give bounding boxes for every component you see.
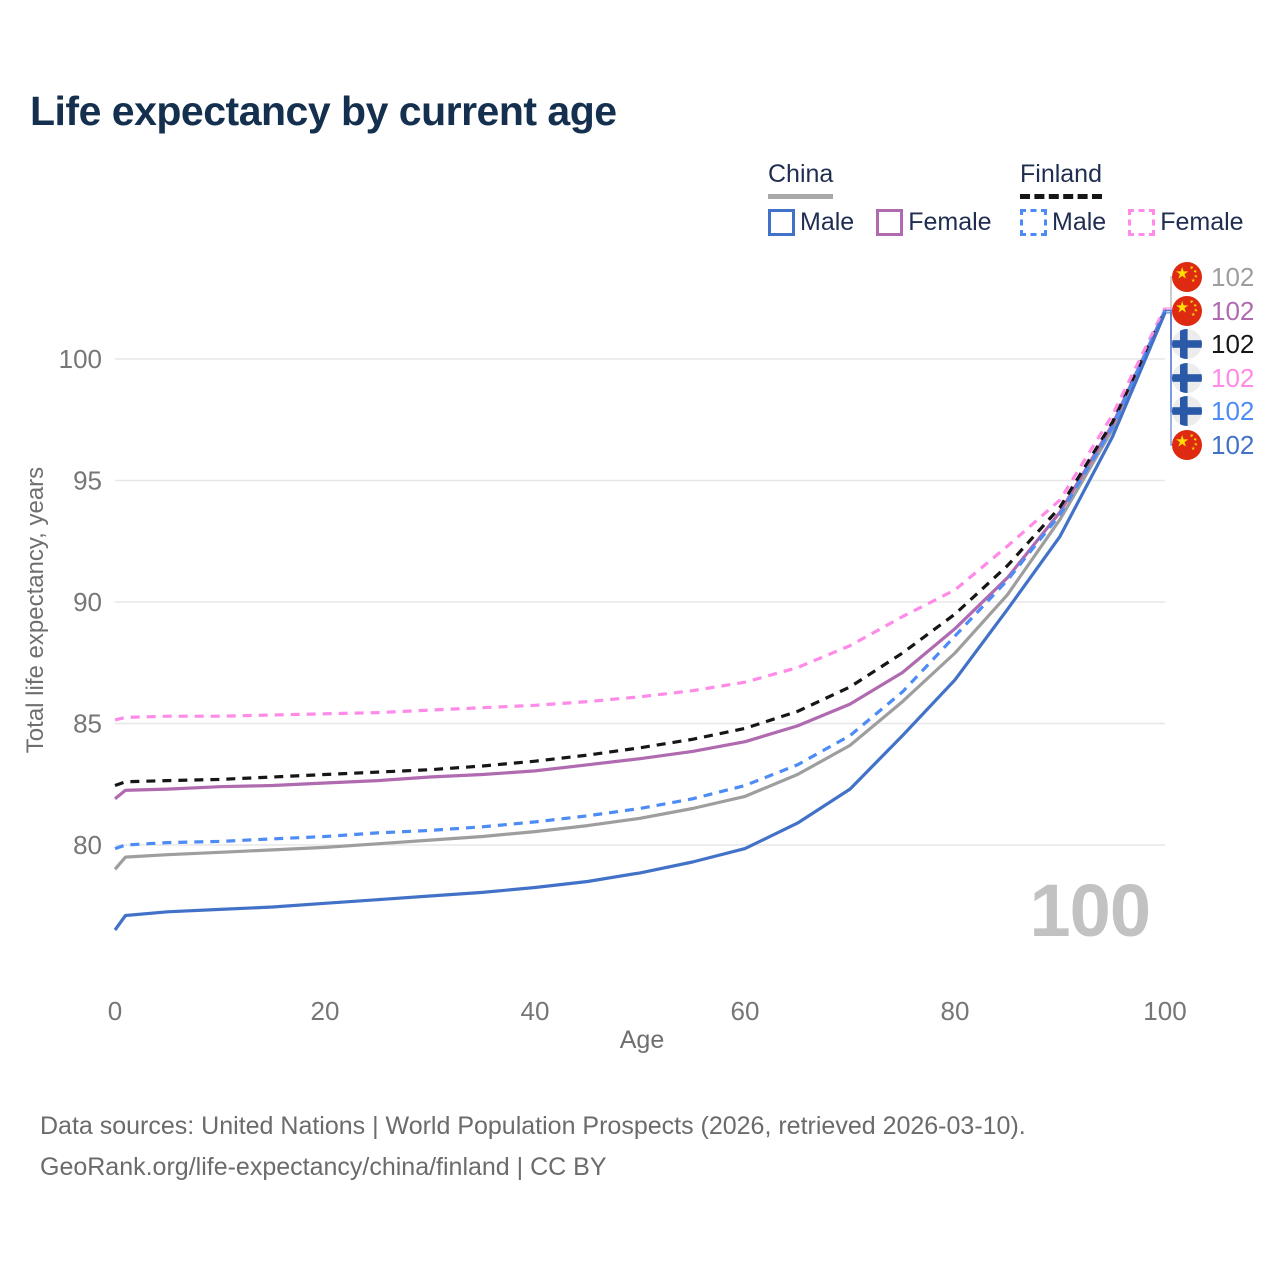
legend-item-label: Male [800, 208, 855, 236]
end-label-row-china_total: 102 [1172, 262, 1254, 292]
end-label-row-finland_total: 102 [1172, 329, 1255, 360]
china-flag-icon [1172, 296, 1202, 326]
legend-item-china-female[interactable]: Female [876, 208, 992, 237]
x-tick-label: 0 [108, 996, 122, 1026]
china-male-swatch-icon [768, 209, 795, 236]
x-tick-label: 100 [1143, 996, 1186, 1026]
end-label-value: 102 [1211, 430, 1255, 460]
series-line-china_male[interactable] [113, 312, 1167, 931]
attribution-note: GeoRank.org/life-expectancy/china/finlan… [40, 1153, 607, 1181]
series-line-finland_male[interactable] [114, 309, 1167, 851]
series-line-finland_female[interactable] [114, 307, 1167, 722]
frame-watermark: 100 [1029, 869, 1151, 952]
x-tick-label: 80 [941, 996, 970, 1026]
legend-group-china: China Male Female [768, 160, 992, 237]
data-source-note: Data sources: United Nations | World Pop… [40, 1112, 1026, 1140]
end-label-row-china_female: 102 [1172, 295, 1255, 326]
legend-item-finland-male[interactable]: Male [1020, 208, 1106, 237]
x-tick-label: 60 [731, 996, 760, 1026]
china-flag-icon [1172, 262, 1202, 292]
y-tick-label: 85 [73, 709, 102, 739]
end-label-row-china_male: 102 [1172, 430, 1254, 460]
finland-female-swatch-icon [1128, 209, 1156, 236]
chart-title: Life expectancy by current age [30, 88, 617, 134]
y-tick-label: 80 [73, 830, 102, 860]
x-tick-label: 20 [311, 996, 340, 1026]
end-label-value: 102 [1211, 262, 1255, 292]
legend-item-china-male[interactable]: Male [768, 208, 854, 237]
legend-item-label: Female [908, 208, 992, 236]
china-female-swatch-icon [876, 209, 904, 236]
legend-china-label[interactable]: China [768, 160, 834, 199]
line-chart-plot: 80 85 90 95 100 0 20 40 60 80 100 [59, 276, 1187, 1026]
series-line-china_total[interactable] [113, 309, 1167, 871]
finland-flag-icon [1172, 396, 1202, 426]
legend-item-finland-female[interactable]: Female [1128, 208, 1244, 237]
legend-item-label: Female [1160, 208, 1244, 236]
end-label-value: 102 [1211, 362, 1255, 393]
series-line-china_female[interactable] [113, 309, 1167, 801]
china-flag-icon [1172, 430, 1202, 460]
footer: Data sources: United Nations | World Pop… [40, 1106, 1026, 1188]
y-tick-label: 95 [73, 466, 102, 496]
end-label-value: 102 [1211, 295, 1255, 326]
finland-male-swatch-icon [1020, 209, 1047, 236]
y-tick-label: 90 [73, 587, 102, 617]
x-tick-label: 40 [521, 996, 550, 1026]
legend-finland-label[interactable]: Finland [1020, 160, 1102, 199]
finland-flag-icon [1172, 329, 1202, 359]
series-line-finland_total[interactable] [114, 309, 1167, 788]
legend-group-finland: Finland Male Female [1020, 160, 1244, 237]
finland-flag-icon [1172, 363, 1202, 393]
x-axis-title: Age [619, 1026, 665, 1054]
end-label-value: 102 [1211, 329, 1255, 360]
y-tick-label: 100 [59, 344, 102, 374]
legend-item-label: Male [1052, 208, 1107, 236]
end-label-value: 102 [1211, 396, 1255, 427]
end-label-row-finland_male: 102 [1172, 396, 1255, 427]
end-label-row-finland_female: 102 [1172, 362, 1255, 393]
